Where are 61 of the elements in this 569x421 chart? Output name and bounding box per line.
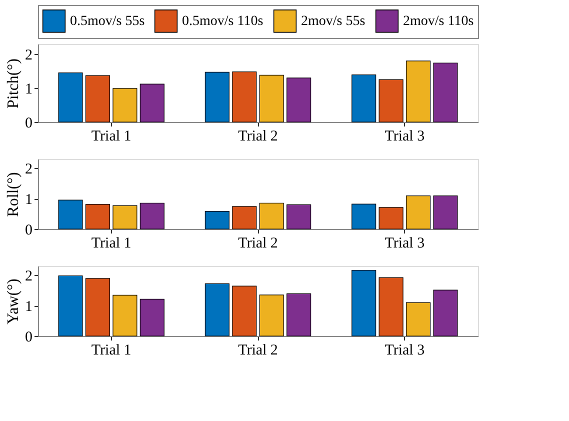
bar bbox=[204, 211, 230, 230]
bar bbox=[140, 298, 164, 336]
y-tick-label: 0 bbox=[25, 222, 32, 238]
bar bbox=[406, 196, 431, 230]
bar bbox=[378, 207, 404, 230]
bar bbox=[232, 72, 257, 122]
y-tick-label: 1 bbox=[25, 82, 32, 98]
legend-label: 0.5mov/s 110s bbox=[182, 14, 264, 30]
legend-label: 0.5mov/s 55s bbox=[70, 14, 145, 30]
x-tick-label: Trial 2 bbox=[238, 128, 278, 144]
bar bbox=[58, 275, 83, 336]
x-tick-label: Trial 1 bbox=[91, 342, 132, 358]
y-axis-title: Pitch(°) bbox=[5, 58, 22, 108]
y-tick-label: 2 bbox=[25, 48, 32, 64]
y-axis-title: Roll(°) bbox=[5, 172, 22, 217]
bar bbox=[286, 204, 312, 230]
bar bbox=[406, 302, 431, 336]
legend-label: 2mov/s 55s bbox=[301, 14, 366, 30]
x-tick-label: Trial 2 bbox=[238, 342, 278, 358]
bar bbox=[58, 72, 83, 122]
bar bbox=[85, 75, 110, 122]
x-tick-label: Trial 3 bbox=[384, 236, 425, 252]
bar bbox=[259, 294, 284, 336]
bar bbox=[259, 202, 284, 230]
y-tick-label: 1 bbox=[25, 192, 32, 208]
y-tick-label: 2 bbox=[25, 162, 32, 178]
bar bbox=[85, 204, 110, 230]
y-axis-title: Yaw(°) bbox=[5, 278, 22, 324]
bar bbox=[286, 78, 312, 122]
bar bbox=[352, 74, 376, 122]
bar bbox=[378, 277, 404, 336]
bar bbox=[433, 196, 458, 230]
bar bbox=[112, 294, 138, 336]
x-tick-label: Trial 3 bbox=[384, 128, 425, 144]
bar bbox=[433, 290, 458, 336]
bar bbox=[433, 62, 458, 122]
x-tick-label: Trial 1 bbox=[91, 128, 132, 144]
bar bbox=[204, 283, 230, 336]
bar bbox=[232, 206, 257, 230]
bar bbox=[259, 74, 284, 122]
bar bbox=[140, 84, 164, 122]
x-tick-label: Trial 3 bbox=[384, 342, 425, 358]
x-tick-label: Trial 1 bbox=[91, 236, 132, 252]
x-tick-label: Trial 2 bbox=[238, 236, 278, 252]
y-tick-label: 1 bbox=[25, 299, 32, 316]
bar bbox=[140, 202, 164, 230]
y-tick-label: 2 bbox=[25, 268, 32, 285]
bar bbox=[85, 278, 110, 336]
bar bbox=[112, 205, 138, 230]
bar bbox=[406, 60, 431, 122]
bar bbox=[286, 293, 312, 336]
bar bbox=[378, 79, 404, 122]
bar bbox=[352, 270, 376, 336]
bar bbox=[112, 88, 138, 122]
bar bbox=[352, 204, 376, 230]
bar bbox=[58, 200, 83, 230]
bar bbox=[232, 286, 257, 336]
y-tick-label: 0 bbox=[25, 116, 32, 132]
y-tick-label: 0 bbox=[25, 330, 32, 346]
bar bbox=[204, 72, 230, 122]
legend-label: 2mov/s 110s bbox=[403, 14, 474, 30]
